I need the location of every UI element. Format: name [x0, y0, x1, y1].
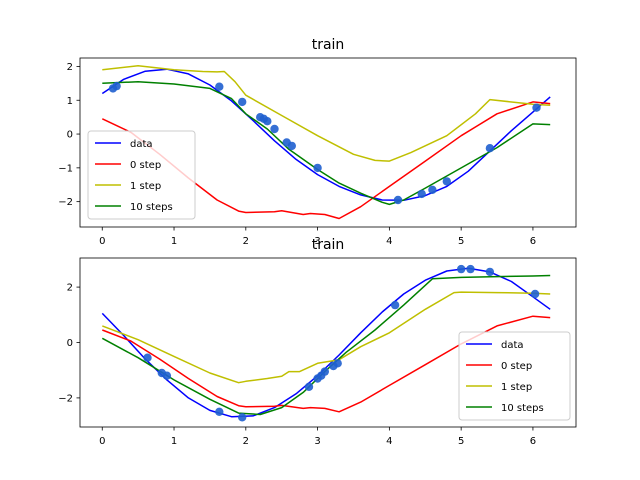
data-point: [263, 117, 272, 126]
legend-box: [458, 331, 571, 421]
x-tick-label: 4: [386, 236, 392, 247]
series-line-data: [101, 267, 551, 418]
legend-label: 1 step: [130, 181, 161, 192]
axes-frame: [79, 57, 577, 228]
legend-label: 0 step: [501, 361, 532, 372]
data-point: [485, 267, 495, 277]
x-tick-label: 6: [530, 436, 536, 447]
y-tick-label: −2: [58, 197, 73, 208]
data-point: [393, 195, 403, 205]
x-tick-label: 0: [99, 436, 105, 447]
y-tick-label: 2: [67, 62, 73, 73]
legend-label: 10 steps: [130, 202, 173, 213]
x-tick-label: 5: [458, 236, 464, 247]
data-point: [530, 289, 540, 299]
data-point: [313, 163, 322, 173]
x-tick-label: 0: [99, 236, 105, 247]
chart-panel-1: train 0 1 2 3 4 5 6 −2 −1 0 1 2 data 0 step 1 step 10 st…: [58, 37, 577, 247]
x-tick-label: 4: [386, 436, 392, 447]
series-line-1-step: [102, 65, 551, 162]
legend-label: 10 steps: [501, 403, 544, 414]
y-tick-label: 2: [67, 283, 73, 294]
data-point: [162, 371, 172, 380]
y-tick-label: −2: [58, 393, 73, 404]
x-tick-label: 3: [314, 436, 320, 447]
data-point: [304, 382, 314, 391]
data-point: [442, 177, 451, 186]
legend-label: 0 step: [130, 160, 161, 171]
data-point: [238, 413, 247, 422]
data-point: [287, 141, 296, 151]
data-point: [417, 189, 426, 199]
x-tick-label: 5: [458, 436, 464, 447]
legend-label: 1 step: [501, 382, 532, 393]
data-point: [215, 407, 224, 416]
series-line-1-step: [102, 291, 551, 384]
y-tick-label: 0: [67, 338, 73, 349]
data-point: [333, 359, 342, 368]
data-point: [428, 185, 437, 194]
y-tick-label: 0: [67, 130, 73, 141]
y-tick-label: 1: [67, 96, 73, 107]
data-point: [270, 124, 279, 134]
data-point: [457, 264, 466, 274]
data-point: [466, 264, 475, 274]
data-point: [320, 367, 329, 376]
chart-panel-2: train 0 1 2 3 4 5 6 −2 0 2 data 0 step 1 step 10 steps: [58, 237, 577, 447]
legend-box: [87, 130, 196, 220]
chart-title: train: [312, 237, 345, 253]
series-line-0-step: [102, 315, 551, 413]
series-line-10-steps: [102, 80, 551, 206]
legend-label: data: [501, 340, 524, 351]
legend-label: data: [130, 139, 153, 150]
series-line-data: [101, 68, 551, 202]
legend: data 0 step 1 step 10 steps: [87, 130, 196, 220]
x-tick-label: 1: [171, 436, 177, 447]
x-tick-label: 2: [243, 436, 249, 447]
data-point: [215, 82, 224, 91]
data-point: [532, 103, 541, 112]
data-point: [485, 144, 495, 153]
x-tick-label: 6: [530, 236, 536, 247]
data-point: [238, 97, 247, 107]
chart-title: train: [312, 37, 345, 53]
data-point: [143, 353, 152, 362]
y-tick-label: −1: [58, 163, 73, 174]
plot-area: [101, 264, 551, 422]
x-tick-label: 1: [171, 236, 177, 247]
data-point: [112, 81, 121, 91]
data-point: [390, 300, 400, 310]
x-tick-label: 2: [243, 236, 249, 247]
legend: data 0 step 1 step 10 steps: [458, 331, 571, 421]
x-tick-label: 3: [314, 236, 320, 247]
